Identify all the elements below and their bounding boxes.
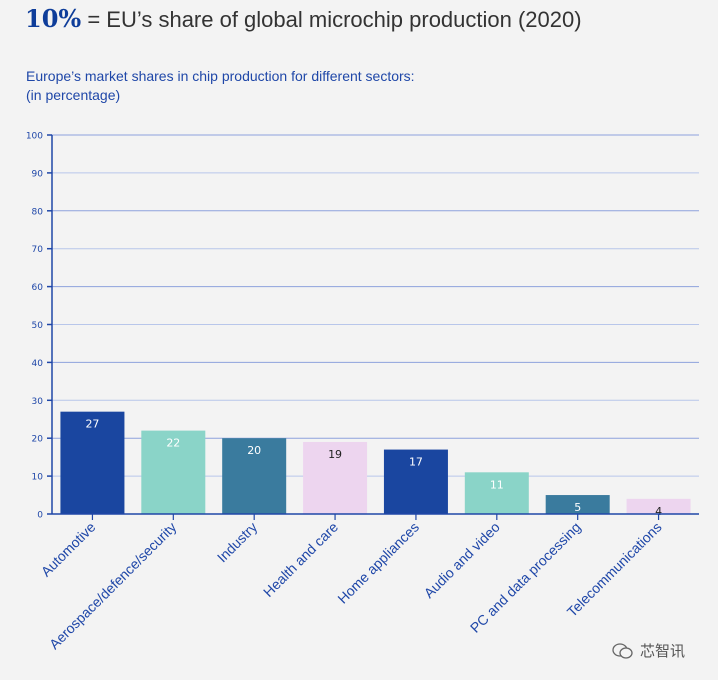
headline-highlight: 10% — [25, 4, 82, 33]
y-tick-label: 100 — [26, 132, 43, 142]
bar-aerospace-defence-security — [141, 430, 206, 514]
y-tick-label: 60 — [32, 283, 44, 293]
data-label: 11 — [490, 478, 504, 491]
bar-telecommunications — [626, 498, 691, 514]
wechat-icon — [612, 642, 633, 659]
bar-home-appliances — [383, 449, 448, 514]
headline-text: = EU’s share of global microchip product… — [87, 7, 582, 32]
subtitle-line-2: (in percentage) — [26, 87, 121, 103]
bar-audio-and-video — [464, 472, 529, 514]
chart-subtitle: Europe’s market shares in chip productio… — [26, 67, 415, 105]
data-label: 22 — [166, 437, 180, 450]
y-tick-label: 30 — [32, 397, 44, 407]
y-tick-label: 20 — [32, 435, 44, 445]
y-tick-label: 40 — [32, 359, 44, 369]
x-tick-label: Automotive — [38, 519, 99, 580]
bar-health-and-care — [303, 441, 368, 514]
bar-industry — [222, 438, 287, 514]
subtitle-line-1: Europe’s market shares in chip productio… — [26, 68, 415, 84]
bar-pc-and-data-processing — [545, 495, 610, 514]
data-label: 20 — [247, 444, 261, 457]
x-tick-label: Health and care — [260, 519, 341, 600]
data-label: 19 — [328, 448, 342, 461]
watermark: 芯智讯 — [612, 640, 685, 661]
y-tick-label: 50 — [32, 321, 44, 331]
y-tick-label: 0 — [37, 511, 43, 521]
data-label: 4 — [655, 505, 662, 518]
headline: 10% = EU’s share of global microchip pro… — [25, 4, 582, 33]
y-tick-label: 90 — [32, 169, 44, 179]
y-tick-label: 80 — [32, 207, 44, 217]
y-tick-label: 10 — [32, 473, 44, 483]
x-tick-label: Audio and video — [421, 519, 503, 601]
bar-automotive — [60, 411, 125, 514]
data-label: 17 — [409, 456, 423, 469]
y-tick-label: 70 — [32, 245, 44, 255]
data-label: 27 — [85, 418, 99, 431]
data-label: 5 — [574, 501, 581, 514]
x-tick-label: Industry — [214, 519, 261, 566]
x-tick-label: Home appliances — [334, 519, 422, 607]
watermark-text: 芯智讯 — [640, 642, 686, 660]
